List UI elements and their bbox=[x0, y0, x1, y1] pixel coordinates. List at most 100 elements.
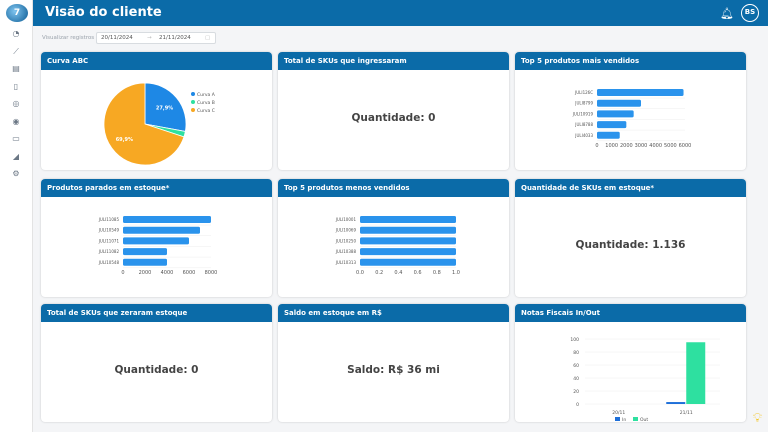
bar-chart: 0 2000 4000 6000 8000 JULI11085 JULI10549 JULI1… bbox=[98, 216, 217, 276]
card-skus-zerados: Total de SKUs que zeraram estoque Quantid… bbox=[41, 304, 272, 422]
card-title: Top 5 produtos mais vendidos bbox=[515, 52, 746, 70]
rss-icon[interactable]: ◢ bbox=[12, 151, 20, 161]
legend-marker bbox=[633, 417, 638, 421]
pie-slice-curva-c bbox=[103, 82, 185, 166]
legend-label: Curva B bbox=[197, 100, 215, 106]
card-title: Saldo em estoque em R$ bbox=[278, 304, 509, 322]
card-saldo-estoque: Saldo em estoque em R$ Saldo: R$ 36 mi bbox=[278, 304, 509, 422]
y-tick-label: JULI126C bbox=[574, 90, 593, 95]
card-title: Total de SKUs que ingressaram bbox=[278, 52, 509, 70]
slice-label: 27,9% bbox=[156, 106, 173, 112]
quantity-value: Quantidade: 0 bbox=[351, 112, 436, 124]
bar-JULI11071 bbox=[123, 237, 189, 245]
document-icon[interactable]: ▤ bbox=[12, 64, 20, 73]
legend-label: Out bbox=[640, 417, 648, 422]
filter-label: Visualizar registros bbox=[42, 35, 95, 41]
card-title: Curva ABC bbox=[41, 52, 272, 70]
x-tick-label: 0.0 bbox=[356, 270, 364, 276]
dashboard-icon[interactable]: ◔ bbox=[12, 29, 20, 38]
bar-JULI8788 bbox=[597, 121, 627, 129]
card-title: Top 5 produtos menos vendidos bbox=[278, 179, 509, 197]
legend-label: In bbox=[622, 417, 626, 422]
bar-in-21/11 bbox=[666, 402, 686, 404]
end-date[interactable]: 21/11/2024 bbox=[159, 35, 191, 41]
x-tick-label: 4000 bbox=[649, 143, 662, 149]
company-logo[interactable]: 7 bbox=[6, 4, 28, 22]
card-title: Total de SKUs que zeraram estoque bbox=[41, 304, 272, 322]
header: Visão do cliente 🔔︎ BS bbox=[33, 0, 768, 26]
y-tick-label: JULI10388 bbox=[335, 249, 357, 254]
dollar-icon[interactable]: ◎ bbox=[12, 99, 20, 108]
x-tick-label: 6000 bbox=[183, 270, 196, 276]
bar-JULI10250 bbox=[360, 237, 456, 245]
slice-label: 69,9% bbox=[116, 137, 133, 143]
y-tick-label: JULI10250 bbox=[335, 238, 357, 243]
y-tick-label: 20 bbox=[573, 389, 579, 395]
quantity-value: Quantidade: 1.136 bbox=[575, 239, 686, 251]
bar-JULI4033 bbox=[597, 131, 620, 139]
bar-JULI11085 bbox=[123, 216, 211, 223]
x-tick-label: 0 bbox=[595, 143, 598, 149]
y-tick-label: JULI11071 bbox=[98, 238, 120, 243]
x-tick-label: 20/11 bbox=[612, 410, 625, 416]
x-tick-label: 4000 bbox=[161, 270, 174, 276]
card-title: Produtos parados em estoque* bbox=[41, 179, 272, 197]
bar-JULI126C bbox=[597, 89, 684, 96]
avatar[interactable]: BS bbox=[741, 4, 759, 22]
x-tick-label: 5000 bbox=[664, 143, 677, 149]
y-tick-label: JULI10919 bbox=[572, 111, 594, 116]
y-tick-label: 100 bbox=[570, 337, 579, 343]
bar-out-21/11 bbox=[686, 342, 706, 404]
bar-chart: 0 1000 2000 3000 4000 5000 6000 JULI126C JULI879… bbox=[572, 89, 692, 149]
bar-JULI10919 bbox=[597, 110, 634, 118]
card-produtos-parados: Produtos parados em estoque* 0 2000 4000 600… bbox=[41, 179, 272, 297]
y-tick-label: JULI8788 bbox=[574, 122, 593, 127]
calendar-icon[interactable]: ▢ bbox=[205, 35, 211, 41]
bell-icon[interactable]: 🔔︎ bbox=[720, 7, 734, 20]
legend-marker bbox=[191, 100, 195, 104]
y-tick-label: 0 bbox=[576, 402, 579, 408]
file-icon[interactable]: ▯ bbox=[13, 81, 19, 91]
sidebar: 7 ◔ ⟋ ▤ ▯ ◎ ◉ ▭ ◢ ⚙ bbox=[0, 0, 33, 432]
folder-icon[interactable]: ▭ bbox=[12, 134, 20, 143]
card-top5-mais-vendidos: Top 5 produtos mais vendidos 0 1000 2000 300… bbox=[515, 52, 746, 170]
chart-line-icon[interactable]: ⟋ bbox=[13, 46, 19, 56]
start-date[interactable]: 20/11/2024 bbox=[101, 35, 133, 41]
x-tick-label: 0.6 bbox=[414, 270, 422, 276]
y-tick-label: JULI10069 bbox=[335, 228, 357, 233]
y-tick-label: JULI10548 bbox=[98, 260, 120, 265]
x-tick-label: 21/11 bbox=[680, 410, 693, 416]
y-tick-label: 60 bbox=[573, 363, 579, 369]
x-tick-label: 6000 bbox=[679, 143, 692, 149]
bar-JULI11082 bbox=[123, 248, 167, 256]
card-skus-ingressaram: Total de SKUs que ingressaram Quantidade:… bbox=[278, 52, 509, 170]
y-tick-label: JULI8799 bbox=[574, 101, 593, 106]
x-tick-label: 0.4 bbox=[394, 270, 402, 276]
arrow-icon: → bbox=[147, 35, 152, 41]
legend-marker bbox=[191, 108, 195, 112]
lightbulb-icon[interactable]: 💡︎ bbox=[752, 411, 762, 426]
card-top5-menos-vendidos: Top 5 produtos menos vendidos 0.0 0.2 0.4 0.… bbox=[278, 179, 509, 297]
x-tick-label: 1000 bbox=[605, 143, 618, 149]
bar-chart: 0.0 0.2 0.4 0.6 0.8 1.0 JULI10001 JULI10069 JULI… bbox=[335, 216, 460, 276]
column-chart: 0 20 40 60 80 100 20/11 21/11 In Out bbox=[570, 337, 720, 422]
card-title: Notas Fiscais In/Out bbox=[515, 304, 746, 322]
pie-chart: 27,9% Curva A Curva B 69,9% Curva C bbox=[103, 82, 216, 166]
saldo-value: Saldo: R$ 36 mi bbox=[347, 364, 440, 376]
card-quantidade-skus: Quantidade de SKUs em estoque* Quantidade… bbox=[515, 179, 746, 297]
legend-marker bbox=[191, 92, 195, 96]
bar-JULI10001 bbox=[360, 216, 456, 223]
bar-JULI10548 bbox=[123, 258, 167, 266]
bar-JULI10313 bbox=[360, 258, 456, 266]
legend-label: Curva C bbox=[197, 108, 215, 114]
x-tick-label: 2000 bbox=[620, 143, 633, 149]
card-curva-abc: Curva ABC 27,9% Curva A Curva B 69,9% Curva C bbox=[41, 52, 272, 170]
date-range-picker[interactable]: 20/11/2024 → 21/11/2024 ▢ bbox=[96, 32, 216, 44]
legend-label: Curva A bbox=[197, 92, 216, 98]
y-tick-label: JULI4033 bbox=[574, 133, 593, 138]
bar-JULI8799 bbox=[597, 99, 641, 107]
bar-JULI10549 bbox=[123, 226, 200, 234]
settings-icon[interactable]: ⚙ bbox=[12, 169, 20, 178]
camera-icon[interactable]: ◉ bbox=[12, 116, 20, 126]
y-tick-label: JULI10001 bbox=[335, 217, 357, 222]
